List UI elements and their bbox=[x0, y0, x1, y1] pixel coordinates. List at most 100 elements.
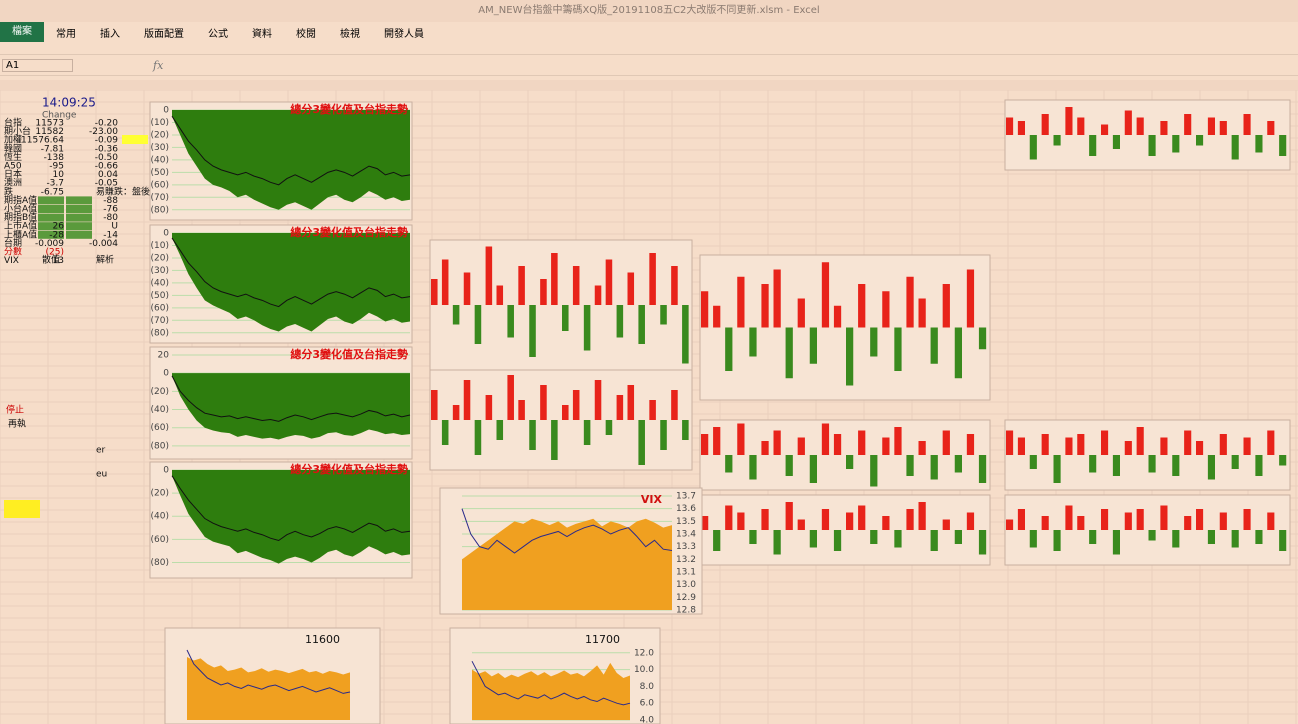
bar bbox=[954, 455, 962, 473]
bar bbox=[846, 455, 854, 469]
name-box[interactable]: A1 bbox=[2, 58, 73, 72]
cell-text: 期小台 bbox=[4, 125, 31, 137]
bar bbox=[833, 305, 842, 328]
ribbon-tab[interactable]: 資料 bbox=[252, 28, 272, 40]
bar bbox=[682, 305, 689, 364]
bar bbox=[1219, 434, 1227, 455]
bar bbox=[1160, 437, 1168, 455]
bar bbox=[1065, 437, 1073, 455]
bar bbox=[749, 530, 757, 544]
bar bbox=[540, 385, 547, 420]
panel-label: 停止 bbox=[6, 404, 24, 416]
chart: 0 (20) (40) (60) (80) 總分3變化值及台指走勢 bbox=[149, 461, 413, 579]
bar bbox=[1184, 114, 1192, 135]
cell-text: -3.7 bbox=[46, 179, 64, 189]
bar bbox=[1136, 509, 1144, 530]
bar bbox=[1053, 135, 1061, 146]
ribbon-tab[interactable]: 校閱 bbox=[296, 28, 316, 40]
bar bbox=[431, 390, 438, 420]
cell-text: 恆生 bbox=[4, 151, 22, 163]
bar bbox=[1267, 121, 1275, 135]
bar bbox=[1136, 427, 1144, 455]
bar bbox=[761, 509, 769, 530]
y-tick-label: 13.1 bbox=[676, 568, 696, 578]
bar bbox=[518, 400, 525, 420]
bar bbox=[1053, 455, 1061, 483]
bar bbox=[1089, 135, 1097, 156]
bar bbox=[507, 305, 514, 338]
bar bbox=[594, 380, 602, 420]
y-tick-label: (10) bbox=[151, 118, 169, 128]
value-cell bbox=[38, 222, 64, 231]
cell-text: -7.81 bbox=[41, 144, 64, 154]
cell-text: -88 bbox=[103, 196, 118, 206]
chart-title: 總分3變化值及台指走勢 bbox=[290, 347, 408, 361]
bar bbox=[1207, 530, 1215, 544]
bar bbox=[942, 284, 950, 328]
y-tick-label: (60) bbox=[151, 180, 169, 190]
bar bbox=[660, 305, 667, 325]
bar bbox=[1112, 455, 1120, 476]
line bbox=[171, 237, 411, 308]
ribbon-tab[interactable]: 開發人員 bbox=[384, 28, 424, 40]
y-tick-label: (40) bbox=[151, 512, 169, 522]
chart bbox=[1004, 419, 1291, 491]
bar bbox=[833, 434, 842, 455]
bar bbox=[1006, 430, 1014, 455]
chart-title: 總分3變化值及台指走勢 bbox=[290, 462, 408, 476]
value-cell bbox=[38, 213, 64, 222]
bar bbox=[605, 259, 613, 305]
ribbon-tab[interactable]: 公式 bbox=[208, 28, 228, 40]
cell-text: 期指B值 bbox=[4, 211, 37, 223]
cell-text: 上櫃A值 bbox=[4, 228, 37, 240]
bar bbox=[1196, 509, 1204, 530]
y-tick-label: (80) bbox=[151, 328, 169, 338]
chart-frame bbox=[429, 239, 693, 371]
y-tick-label: 0 bbox=[163, 466, 169, 476]
chart-title: 總分3變化值及台指走勢 bbox=[290, 225, 408, 239]
bar bbox=[1160, 121, 1168, 135]
bar bbox=[701, 516, 709, 530]
fx-button[interactable]: fx bbox=[153, 58, 164, 72]
value-cell bbox=[66, 196, 92, 205]
y-tick-label: 12.9 bbox=[676, 593, 696, 603]
bar bbox=[1124, 110, 1132, 135]
ribbon-tab[interactable]: 檔案 bbox=[0, 22, 44, 42]
bar bbox=[671, 390, 678, 420]
bar bbox=[562, 405, 569, 420]
bar bbox=[1124, 512, 1132, 530]
bar bbox=[1006, 117, 1014, 135]
bar bbox=[809, 327, 817, 364]
bar bbox=[1267, 512, 1275, 530]
bar bbox=[1077, 516, 1085, 530]
area bbox=[172, 373, 410, 440]
bar bbox=[496, 420, 504, 440]
bar bbox=[529, 305, 536, 357]
bar bbox=[627, 385, 635, 420]
cell-text: 11576.64 bbox=[21, 136, 64, 146]
bar bbox=[858, 505, 866, 530]
bar bbox=[978, 530, 987, 555]
bar bbox=[1172, 455, 1180, 476]
cell-text: (25) bbox=[46, 248, 64, 258]
ribbon-tab[interactable]: 插入 bbox=[100, 28, 120, 40]
cell-text: -80 bbox=[103, 213, 118, 223]
bar bbox=[441, 259, 449, 305]
bar bbox=[1255, 530, 1263, 544]
y-tick-label: 4.0 bbox=[640, 716, 655, 724]
y-tick-label: (50) bbox=[151, 291, 169, 301]
bar bbox=[1231, 135, 1239, 160]
bar bbox=[966, 512, 975, 530]
bar bbox=[785, 502, 793, 530]
chart bbox=[699, 494, 991, 566]
ribbon-tab[interactable]: 版面配置 bbox=[144, 28, 184, 40]
bar bbox=[441, 420, 449, 445]
ribbon-tabs: 檔案 常用 插入 版面配置 公式 資料 校閱 檢視 開發人員 bbox=[0, 22, 1298, 42]
ribbon-tab[interactable]: 常用 bbox=[56, 28, 76, 40]
ribbon-tab[interactable]: 檢視 bbox=[340, 28, 360, 40]
bar bbox=[906, 509, 914, 530]
y-tick-label: 13.3 bbox=[676, 542, 696, 552]
bar bbox=[954, 530, 962, 544]
y-tick-label: 0 bbox=[163, 369, 169, 379]
bar bbox=[846, 512, 854, 530]
